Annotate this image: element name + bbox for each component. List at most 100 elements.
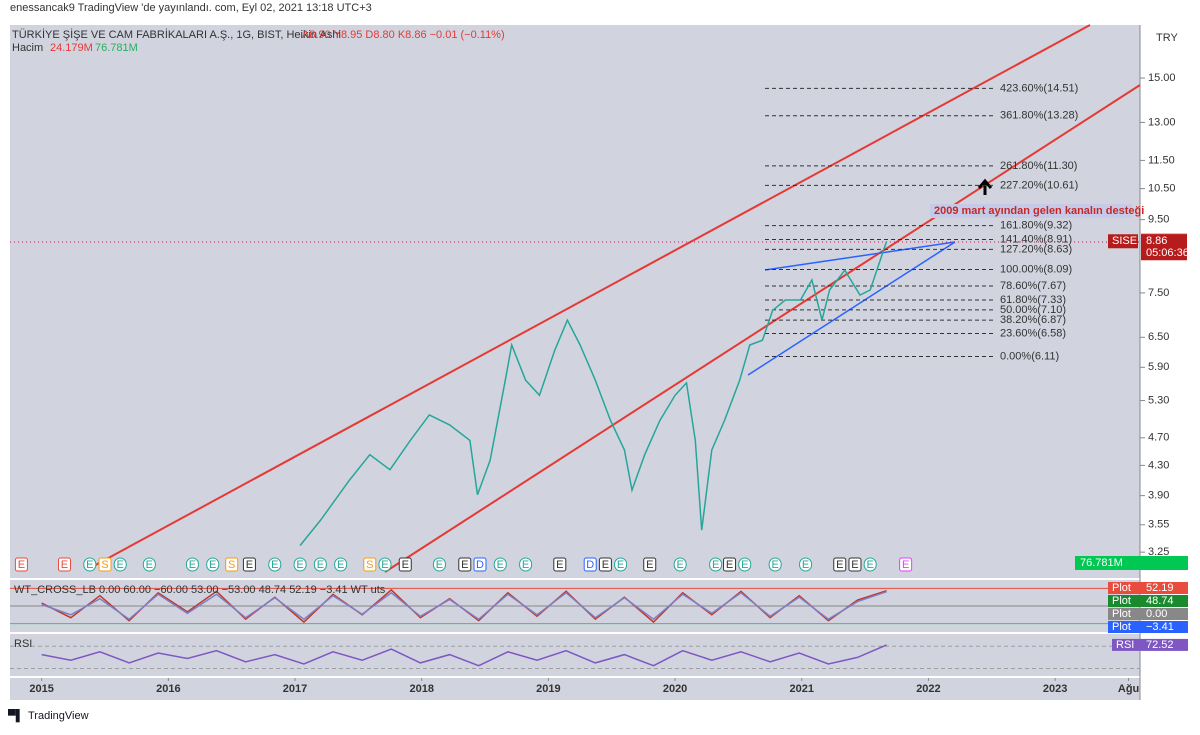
event-label: E bbox=[61, 559, 68, 571]
rsi-tag-value: 72.52 bbox=[1146, 639, 1174, 651]
event-icon bbox=[614, 557, 628, 572]
event-icon bbox=[378, 557, 392, 572]
event-label: E bbox=[209, 559, 216, 571]
x-tick-label: 2021 bbox=[790, 683, 814, 695]
quote: A8.90 Y8.95 D8.80 K8.86 −0.01 (−0.11%) bbox=[302, 29, 505, 41]
x-tick-label: Ağu bbox=[1118, 683, 1139, 695]
event-icon bbox=[313, 557, 327, 572]
event-icon bbox=[583, 557, 597, 572]
event-label: E bbox=[18, 559, 25, 571]
volume-ma: 76.781M bbox=[95, 42, 138, 54]
event-label: E bbox=[271, 559, 278, 571]
event-label: D bbox=[476, 559, 484, 571]
y-tick-label: 3.90 bbox=[1148, 490, 1169, 502]
symbol: TÜRKİYE ŞİŞE VE CAM FABRİKALARI A.Ş., 1G… bbox=[12, 28, 341, 41]
event-label: E bbox=[86, 559, 93, 571]
drawings bbox=[10, 24, 1141, 573]
y-tick-label: 7.50 bbox=[1148, 287, 1169, 299]
x-tick-label: 2022 bbox=[916, 683, 940, 695]
fib-label: 227.20%(10.61) bbox=[1000, 179, 1078, 191]
event-icon bbox=[225, 557, 239, 572]
volume-value: 24.179M bbox=[50, 42, 93, 54]
event-label: E bbox=[317, 559, 324, 571]
event-label: E bbox=[461, 559, 468, 571]
event-label: E bbox=[556, 559, 563, 571]
fib-label: 261.80%(11.30) bbox=[1000, 160, 1077, 172]
indicator-line bbox=[41, 590, 887, 621]
plot-tag bbox=[1108, 621, 1188, 633]
y-tick-label: 9.50 bbox=[1148, 214, 1169, 226]
plot-tag-value: −3.41 bbox=[1146, 621, 1174, 633]
event-icon bbox=[83, 557, 97, 572]
fib-label: 423.60%(14.51) bbox=[1000, 82, 1078, 94]
indicator-line bbox=[41, 644, 887, 667]
event-label: E bbox=[646, 559, 653, 571]
event-icon bbox=[458, 557, 472, 572]
event-label: E bbox=[866, 559, 873, 571]
last-price-tag bbox=[1141, 234, 1187, 261]
event-icon bbox=[242, 557, 256, 572]
x-tick-label: 2020 bbox=[663, 683, 687, 695]
event-icon bbox=[723, 557, 737, 572]
event-label: E bbox=[246, 559, 253, 571]
event-label: E bbox=[296, 559, 303, 571]
event-label: E bbox=[726, 559, 733, 571]
event-icon bbox=[363, 557, 377, 572]
event-label: E bbox=[146, 559, 153, 571]
fib-label: 0.00%(6.11) bbox=[1000, 350, 1059, 362]
plot-tag-value: 48.74 bbox=[1146, 595, 1174, 607]
channel-upper bbox=[89, 24, 1091, 569]
event-icon bbox=[14, 557, 28, 572]
event-icon bbox=[293, 557, 307, 572]
footer: TradingView bbox=[28, 710, 89, 722]
event-label: E bbox=[497, 559, 504, 571]
event-label: E bbox=[712, 559, 719, 571]
x-tick-label: 2017 bbox=[283, 683, 307, 695]
event-label: E bbox=[381, 559, 388, 571]
fib-label: 361.80%(13.28) bbox=[1000, 110, 1078, 122]
event-icon bbox=[98, 557, 112, 572]
event-icon bbox=[863, 557, 877, 572]
fib-label: 23.60%(6.58) bbox=[1000, 327, 1066, 339]
currency: TRY bbox=[1156, 32, 1178, 44]
y-tick-label: 6.50 bbox=[1148, 331, 1169, 343]
time-axis-bg bbox=[10, 678, 1140, 700]
annotation-bg bbox=[930, 204, 1132, 218]
event-icon bbox=[738, 557, 752, 572]
rsi-tag-name: RSI bbox=[1116, 639, 1134, 651]
event-icon bbox=[848, 557, 862, 572]
plot-tag bbox=[1108, 608, 1188, 620]
event-label: E bbox=[902, 559, 909, 571]
event-icon bbox=[673, 557, 687, 572]
x-tick-label: 2018 bbox=[409, 683, 433, 695]
event-icon bbox=[709, 557, 723, 572]
event-icon bbox=[57, 557, 71, 572]
plot-tag-name: Plot bbox=[1112, 621, 1131, 633]
triangle-upper bbox=[764, 241, 956, 271]
triangle-lower bbox=[747, 241, 956, 376]
annotation: 2009 mart ayından gelen kanalın desteği bbox=[934, 205, 1144, 217]
plot-tag-value: 52.19 bbox=[1146, 582, 1174, 594]
x-tick-label: 2019 bbox=[536, 683, 560, 695]
event-label: E bbox=[836, 559, 843, 571]
x-tick-label: 2015 bbox=[29, 683, 53, 695]
event-label: E bbox=[676, 559, 683, 571]
plot-tag-name: Plot bbox=[1112, 608, 1131, 620]
pane-title: WT_CROSS_LB 0.00 60.00 −60.00 53.00 −53.… bbox=[14, 584, 386, 596]
fib-label: 141.40%(8.91) bbox=[1000, 233, 1072, 245]
event-label: E bbox=[522, 559, 529, 571]
symbol-tag bbox=[1108, 234, 1138, 249]
fib-label: 61.80%(7.33) bbox=[1000, 294, 1066, 306]
event-label: E bbox=[771, 559, 778, 571]
price-line bbox=[299, 241, 888, 546]
event-icon bbox=[519, 557, 533, 572]
x-tick-label: 2023 bbox=[1043, 683, 1067, 695]
event-label: S bbox=[101, 559, 108, 571]
event-label: E bbox=[189, 559, 196, 571]
y-tick-label: 3.25 bbox=[1148, 546, 1169, 558]
event-icon bbox=[185, 557, 199, 572]
y-tick-label: 3.55 bbox=[1148, 519, 1169, 531]
last-price-label: 8.86 bbox=[1146, 235, 1167, 247]
event-label: E bbox=[602, 559, 609, 571]
event-label: D bbox=[586, 559, 594, 571]
